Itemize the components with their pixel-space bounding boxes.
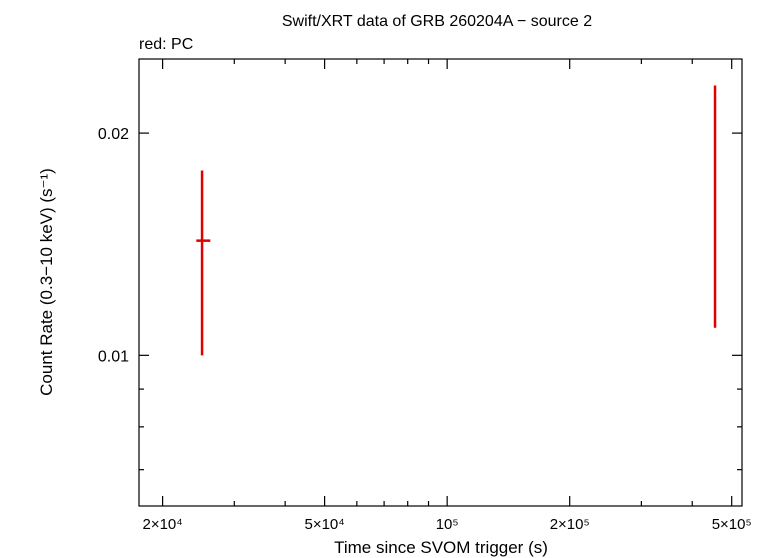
- x-tick-label: 2×10⁵: [550, 516, 590, 533]
- chart-title: Swift/XRT data of GRB 260204A − source 2: [282, 13, 592, 30]
- y-tick-label: 0.02: [98, 126, 129, 143]
- data-marks: [196, 85, 717, 356]
- x-axis-label: Time since SVOM trigger (s): [334, 538, 548, 557]
- y-tick-label: 0.01: [98, 348, 129, 365]
- axis-ticks: 2×10⁴ 5×10⁴ 10⁵ 2×10⁵ 5×10⁵ 0.01 0.02: [98, 59, 752, 533]
- y-axis-label: Count Rate (0.3−10 keV) (s⁻¹): [37, 168, 56, 396]
- plot-frame: [138, 58, 743, 507]
- x-tick-label: 2×10⁴: [142, 516, 182, 533]
- x-tick-label: 5×10⁵: [712, 516, 752, 533]
- x-tick-label: 10⁵: [436, 516, 459, 533]
- chart-subtitle: red: PC: [139, 36, 193, 53]
- x-tick-label: 5×10⁴: [304, 516, 344, 533]
